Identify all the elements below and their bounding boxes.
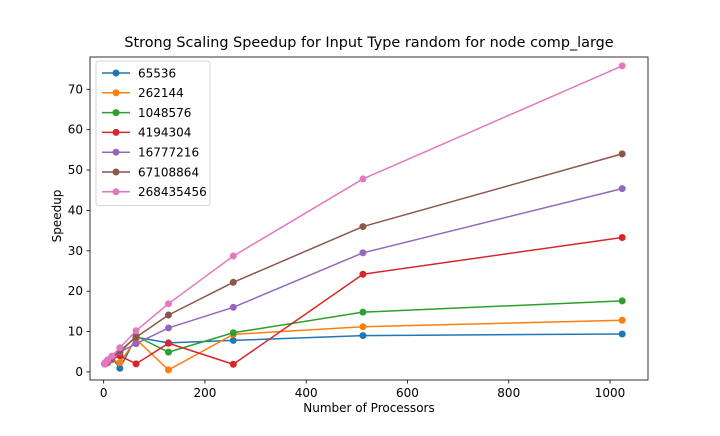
data-point <box>164 348 172 356</box>
data-point <box>116 359 124 367</box>
data-point <box>164 366 172 374</box>
legend-item: 268435456 <box>102 185 207 199</box>
x-tick-label: 200 <box>193 386 216 400</box>
data-point <box>618 330 626 338</box>
legend-marker <box>112 188 120 196</box>
data-point <box>618 150 626 158</box>
data-point <box>359 270 367 278</box>
legend-marker <box>112 168 120 176</box>
data-point <box>618 62 626 70</box>
x-tick-label: 1000 <box>595 386 626 400</box>
legend-item: 67108864 <box>102 165 199 179</box>
y-tick-label: 30 <box>68 244 83 258</box>
legend-label: 65536 <box>138 66 176 80</box>
y-tick-label: 10 <box>68 325 83 339</box>
data-point <box>229 278 237 286</box>
data-point <box>618 233 626 241</box>
plot-area: 0 200 400 600 800 1000 0 10 20 30 40 50 60 70 <box>68 56 649 400</box>
data-point <box>229 360 237 368</box>
legend-label: 16777216 <box>138 146 199 160</box>
series-line <box>104 236 623 366</box>
y-tick-label: 70 <box>68 82 83 96</box>
legend-item: 65536 <box>102 66 176 80</box>
axes-frame <box>89 56 649 381</box>
legend-item: 262144 <box>102 86 184 100</box>
data-point <box>618 316 626 324</box>
data-point <box>164 339 172 347</box>
legend-marker <box>112 89 120 97</box>
data-point <box>359 308 367 316</box>
legend-box <box>95 60 211 207</box>
data-point <box>359 249 367 257</box>
data-point <box>132 340 140 348</box>
legend-label: 262144 <box>138 86 184 100</box>
x-tick-label: 400 <box>295 386 318 400</box>
data-point <box>132 327 140 335</box>
data-point <box>116 364 124 372</box>
legend-item: 4194304 <box>102 126 191 140</box>
legend-marker <box>112 148 120 156</box>
series-65536 <box>101 330 626 372</box>
legend: 65536 262144 1048576 4194304 16777216 6710886… <box>95 60 211 207</box>
y-axis-label: Speedup <box>50 190 64 243</box>
chart-title: Strong Scaling Speedup for Input Type ra… <box>124 35 613 51</box>
y-tick-label: 0 <box>75 365 83 379</box>
legend-label: 67108864 <box>138 165 199 179</box>
series-262144 <box>101 316 626 374</box>
y-tick-label: 60 <box>68 123 83 137</box>
y-tick-label: 50 <box>68 163 83 177</box>
legend-item: 1048576 <box>102 106 191 120</box>
data-point <box>164 311 172 319</box>
legend-label: 4194304 <box>138 126 191 140</box>
data-point <box>164 324 172 332</box>
x-tick-label: 800 <box>497 386 520 400</box>
legend-label: 1048576 <box>138 106 191 120</box>
data-point <box>229 252 237 260</box>
series-268435456 <box>101 62 626 368</box>
y-tick-label: 40 <box>68 203 83 217</box>
data-point <box>229 329 237 337</box>
data-point <box>229 303 237 311</box>
data-point <box>618 297 626 305</box>
y-tick-label: 20 <box>68 284 83 298</box>
data-point <box>108 352 116 360</box>
data-point <box>116 344 124 352</box>
x-axis-label: Number of Processors <box>303 401 434 415</box>
data-point <box>132 333 140 341</box>
legend-marker <box>112 69 120 77</box>
x-tick-label: 0 <box>100 386 108 400</box>
data-point <box>618 185 626 193</box>
data-point <box>359 175 367 183</box>
data-point <box>132 360 140 368</box>
legend-marker <box>112 109 120 117</box>
data-point <box>229 336 237 344</box>
data-point <box>359 323 367 331</box>
x-tick-label: 600 <box>396 386 419 400</box>
data-point <box>164 300 172 308</box>
data-point <box>359 223 367 231</box>
data-point <box>359 332 367 340</box>
legend-marker <box>112 128 120 136</box>
legend-label: 268435456 <box>138 185 207 199</box>
legend-item: 16777216 <box>102 146 199 160</box>
